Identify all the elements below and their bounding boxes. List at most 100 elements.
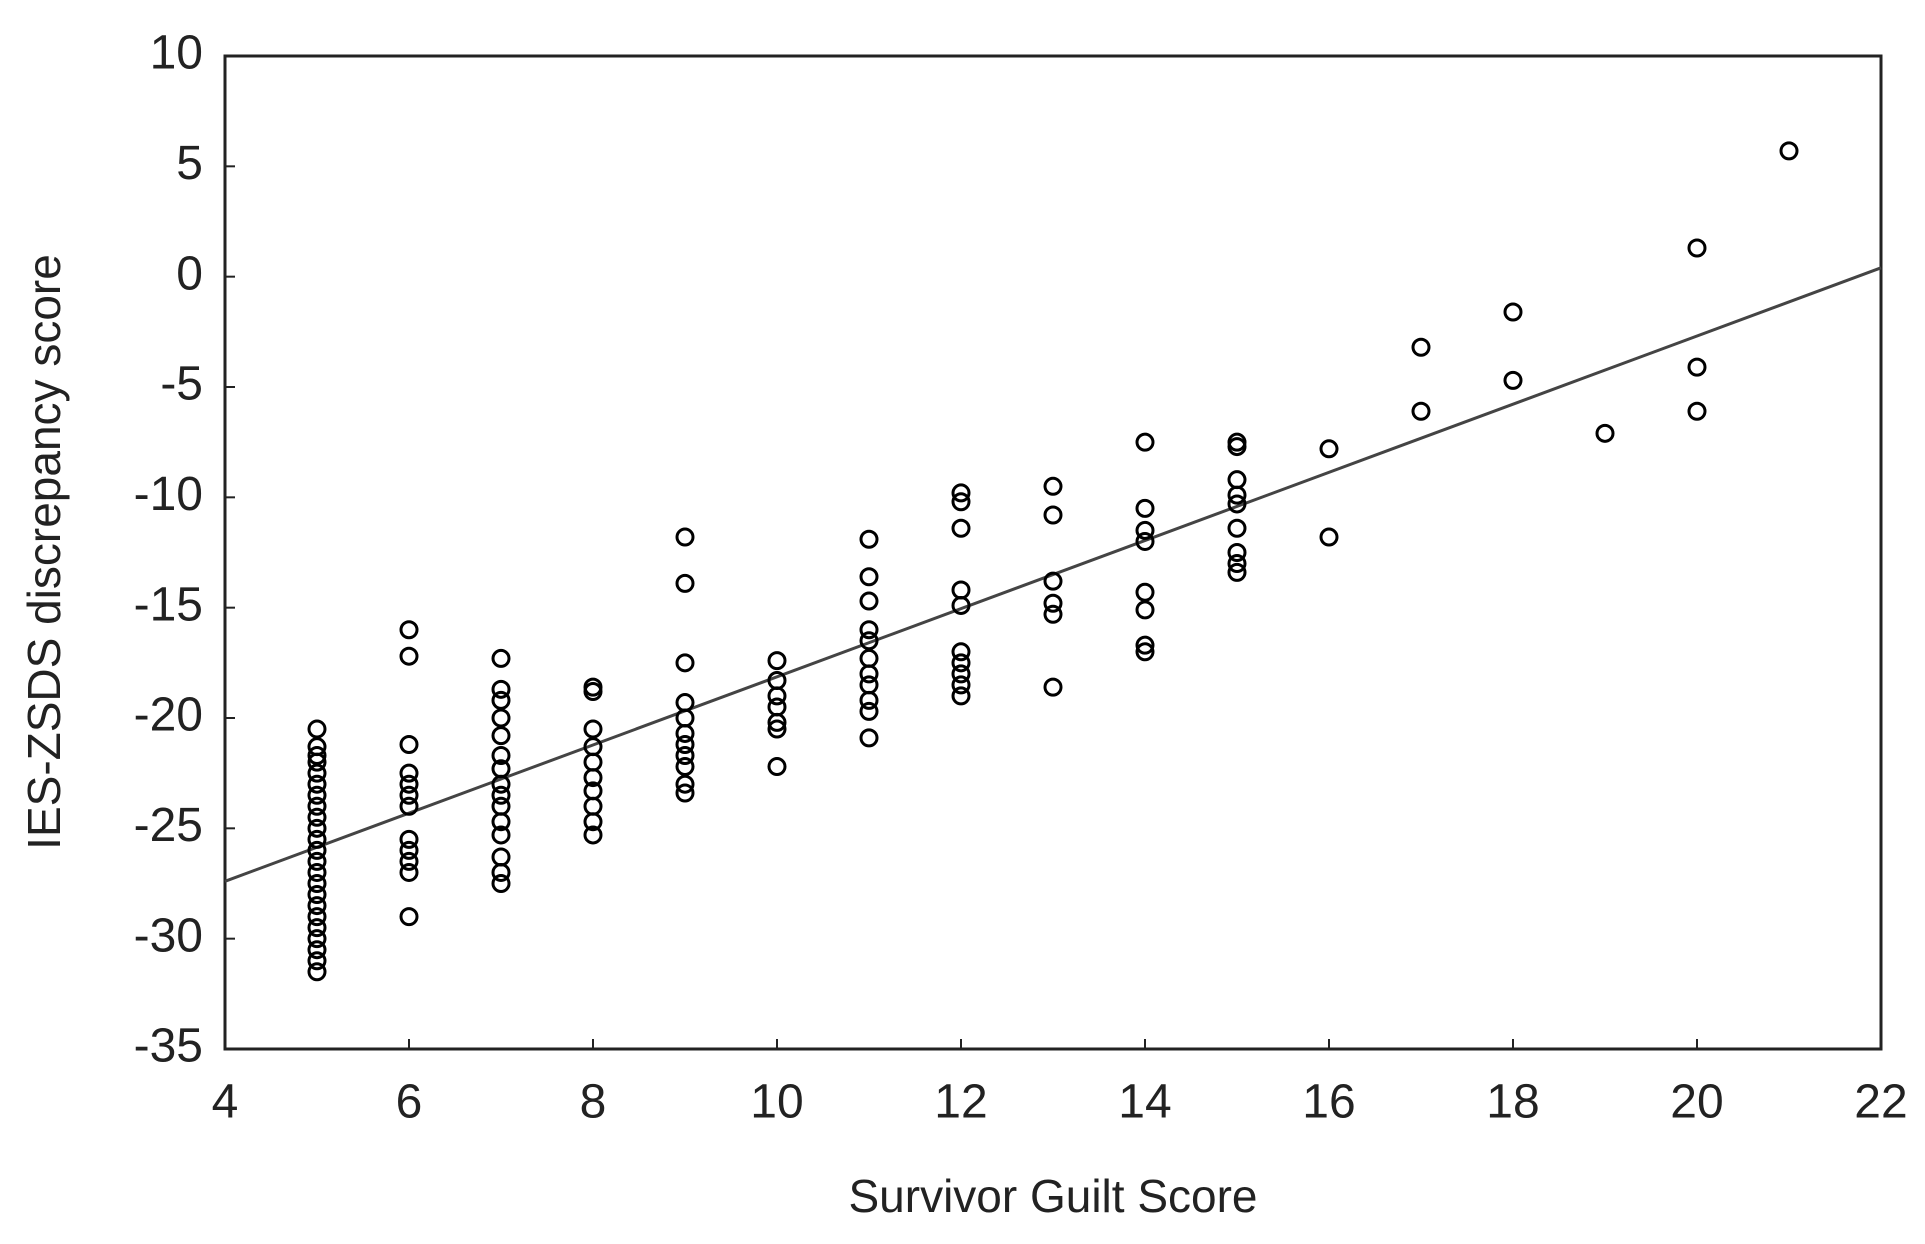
point [675,723,695,743]
point [583,682,603,702]
point [859,631,879,651]
point [399,646,419,666]
point [583,796,603,816]
y-tick-label: -5 [160,358,203,411]
plot-frame [223,54,1883,1051]
point [399,862,419,882]
point [307,862,327,882]
point [491,812,511,832]
point [1227,543,1247,562]
y-tick-label: -30 [134,909,203,962]
point [307,885,327,905]
point [307,785,327,805]
point [491,746,511,766]
point [951,686,971,706]
point [491,679,511,699]
point [675,757,695,777]
point [1503,370,1523,390]
point [491,796,511,816]
point [767,670,787,690]
point [491,774,511,794]
point [307,874,327,893]
point [767,757,787,777]
point [951,675,971,695]
point [307,951,327,971]
point [1043,677,1063,697]
point [675,746,695,766]
point [307,896,327,916]
point [399,907,419,927]
point [307,851,327,871]
point [1135,432,1155,452]
point [1043,593,1063,613]
point [399,734,419,754]
point [1227,485,1247,505]
y-tick-label: 0 [176,247,203,300]
point [491,785,511,805]
y-tick-label: -10 [134,468,203,521]
point [399,785,419,805]
point [1135,600,1155,620]
point [307,752,327,772]
point [1227,470,1247,490]
point [675,653,695,673]
point [399,774,419,794]
point [307,918,327,938]
point [1227,554,1247,574]
x-tick-label: 6 [396,1076,423,1129]
point [767,719,787,739]
point [491,648,511,668]
x-tick-label: 14 [1118,1076,1171,1129]
point [307,746,327,766]
point [767,697,787,717]
point [491,726,511,746]
point [307,940,327,960]
point [1043,571,1063,591]
point [1411,401,1431,421]
point [859,690,879,710]
point [859,728,879,748]
point [951,580,971,600]
point [767,686,787,706]
point [951,595,971,615]
point [399,840,419,860]
point [767,651,787,671]
point [1135,642,1155,662]
point [1227,437,1247,457]
point [1227,494,1247,514]
point [491,825,511,845]
point [1227,562,1247,582]
point [307,796,327,816]
y-tick-label: -20 [134,689,203,742]
y-tick-label: 10 [150,27,203,80]
x-axis-title: Survivor Guilt Score [848,1170,1257,1222]
y-tick-label: -15 [134,578,203,631]
x-tick-label: 16 [1302,1076,1355,1129]
point [1319,439,1339,459]
point [1135,520,1155,540]
point [1043,604,1063,624]
point [859,567,879,587]
point [1135,498,1155,518]
point [491,874,511,893]
point [307,807,327,827]
y-tick-label: 5 [176,137,203,190]
x-tick-label: 18 [1486,1076,1539,1129]
point [399,620,419,640]
point [1135,582,1155,602]
point [951,664,971,684]
point [491,862,511,882]
point [491,708,511,728]
point [951,642,971,662]
point [307,818,327,838]
point [859,648,879,668]
point [1779,141,1799,161]
x-tick-label: 10 [750,1076,803,1129]
y-tick-label: -35 [134,1020,203,1073]
point [583,825,603,845]
point [583,768,603,788]
point [767,712,787,732]
point [307,829,327,849]
point [491,690,511,710]
point [1043,505,1063,525]
